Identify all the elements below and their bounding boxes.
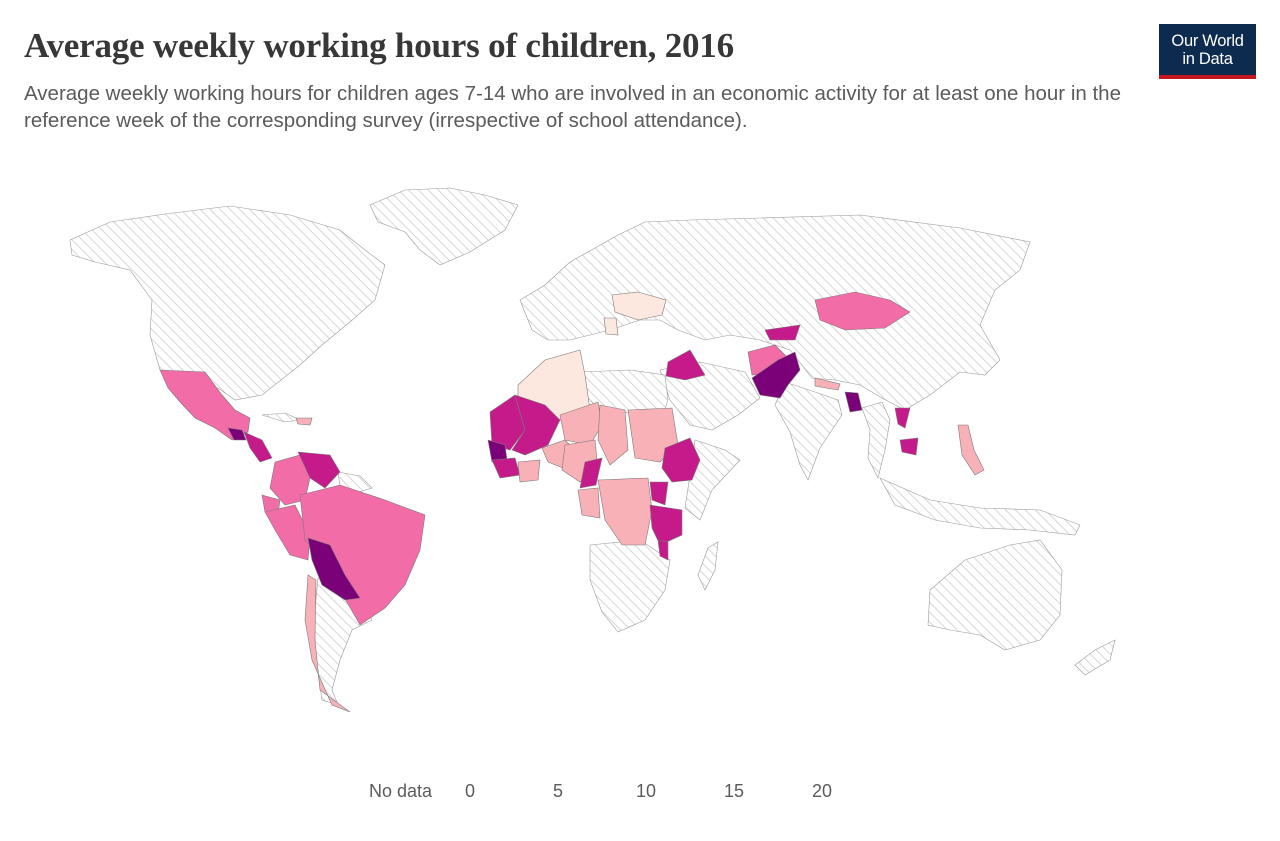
region-southern-africa[interactable] bbox=[589, 539, 671, 633]
country-bangladesh[interactable] bbox=[844, 391, 863, 413]
country-mali[interactable] bbox=[511, 394, 561, 456]
region-australia[interactable] bbox=[927, 539, 1063, 651]
country-peru[interactable] bbox=[264, 504, 311, 561]
country-ethiopia[interactable] bbox=[661, 437, 701, 483]
country-chile[interactable] bbox=[304, 574, 351, 713]
country-chad[interactable] bbox=[597, 404, 629, 466]
country-niger[interactable] bbox=[559, 401, 603, 446]
region-north-america[interactable] bbox=[69, 205, 386, 401]
country-cambodia[interactable] bbox=[899, 437, 919, 456]
region-europe[interactable] bbox=[519, 214, 1031, 411]
country-gabon-congo[interactable] bbox=[577, 487, 601, 519]
page-title: Average weekly working hours of children… bbox=[24, 26, 734, 65]
legend-tick-label-0: 0 bbox=[465, 781, 476, 801]
country-uganda-kenya[interactable] bbox=[649, 481, 669, 506]
region-india[interactable] bbox=[774, 381, 843, 481]
logo-line-2: in Data bbox=[1182, 50, 1233, 68]
country-cameroon[interactable] bbox=[579, 457, 603, 489]
country-car-drc[interactable] bbox=[597, 477, 653, 546]
country-haiti[interactable] bbox=[295, 417, 313, 426]
page-subtitle: Average weekly working hours for childre… bbox=[24, 82, 1121, 132]
region-new-zealand[interactable] bbox=[1074, 639, 1116, 676]
country-guinea[interactable] bbox=[491, 457, 521, 479]
country-guatemala[interactable] bbox=[227, 427, 247, 441]
country-kyrgyzstan[interactable] bbox=[764, 324, 801, 341]
country-ivory-coast[interactable] bbox=[517, 459, 541, 483]
legend-tick-label-10: 10 bbox=[636, 781, 657, 801]
region-indonesia[interactable] bbox=[879, 477, 1081, 536]
country-malawi[interactable] bbox=[657, 539, 669, 561]
country-pakistan[interactable] bbox=[751, 351, 801, 399]
region-madagascar[interactable] bbox=[697, 541, 719, 591]
region-indochina[interactable] bbox=[861, 401, 891, 479]
country-philippines[interactable] bbox=[957, 424, 985, 476]
logo-line-1: Our World bbox=[1171, 32, 1244, 50]
country-mongolia[interactable] bbox=[814, 291, 911, 331]
country-bolivia[interactable] bbox=[307, 537, 361, 601]
country-iraq[interactable] bbox=[665, 349, 706, 381]
country-venezuela[interactable] bbox=[297, 451, 341, 489]
country-moldova-romania[interactable] bbox=[603, 317, 619, 336]
country-tanzania[interactable] bbox=[649, 504, 683, 546]
region-greenland[interactable] bbox=[369, 187, 519, 266]
legend-no-data-label: No data bbox=[369, 781, 433, 801]
legend-tick-label-20: 20 bbox=[812, 781, 833, 801]
owid-logo[interactable]: Our World in Data bbox=[1159, 24, 1256, 79]
world-map bbox=[69, 187, 1116, 713]
legend-tick-label-5: 5 bbox=[553, 781, 564, 801]
region-cuba[interactable] bbox=[261, 412, 302, 423]
country-mauritania[interactable] bbox=[489, 394, 526, 451]
legend-tick-label-15: 15 bbox=[724, 781, 745, 801]
country-central-america[interactable] bbox=[243, 431, 273, 463]
country-nepal[interactable] bbox=[814, 377, 841, 391]
country-ukraine[interactable] bbox=[611, 291, 667, 321]
country-vietnam-north[interactable] bbox=[894, 407, 911, 429]
